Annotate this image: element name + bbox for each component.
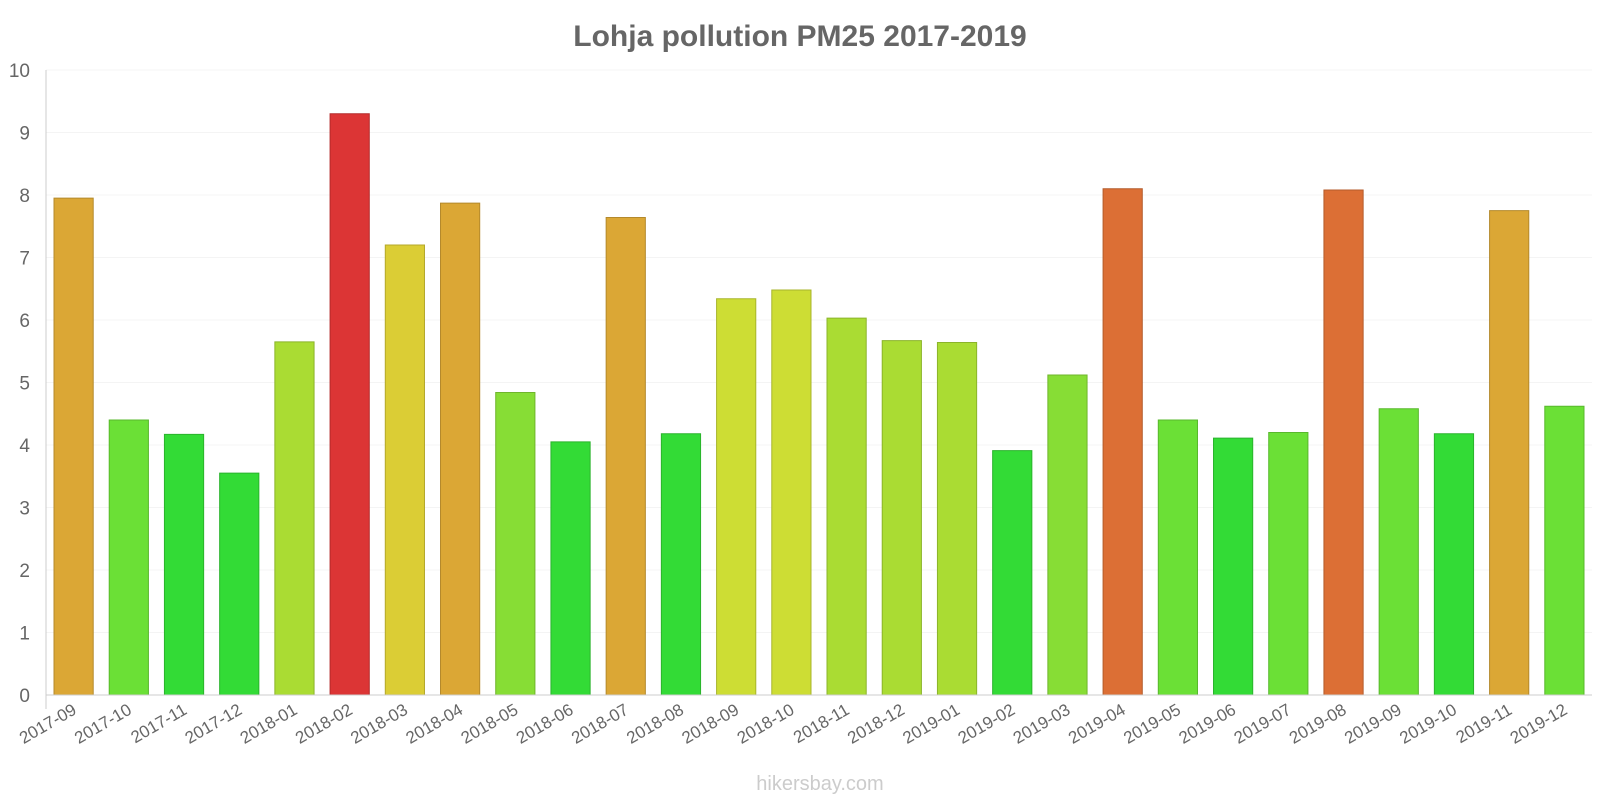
x-tick-label: 2019-05 [1120,700,1184,748]
x-tick-label: 2019-08 [1286,700,1350,748]
x-tick-label: 2019-12 [1507,700,1571,748]
y-tick-label: 4 [19,436,30,457]
bar-2019-12[interactable] [1544,405,1585,696]
x-tick-label: 2018-02 [292,700,356,748]
x-tick-label: 2018-08 [623,700,687,748]
x-tick-label: 2018-04 [403,700,467,748]
bar-2018-11[interactable] [826,317,867,696]
x-tick-label: 2018-09 [679,700,743,748]
y-tick-label: 5 [19,374,30,395]
bar-2017-09[interactable] [53,197,94,696]
bar-2018-07[interactable] [605,217,646,696]
y-tick-label: 1 [19,624,30,645]
chart-title: Lohja pollution PM25 2017-2019 [573,20,1026,53]
bar-2019-11[interactable] [1489,210,1530,696]
y-tick-label: 6 [19,311,30,332]
x-tick-label: 2017-10 [71,700,135,748]
x-tick-label: 2017-12 [182,700,246,748]
x-tick-label: 2018-10 [734,700,798,748]
x-tick-label: 2018-03 [347,700,411,748]
bar-2018-10[interactable] [771,289,812,696]
bar-2018-01[interactable] [274,341,315,696]
bar-2019-08[interactable] [1323,189,1364,696]
bar-2018-06[interactable] [550,441,591,696]
bar-2018-08[interactable] [660,433,702,696]
y-tick-label: 2 [19,561,30,582]
bar-2019-10[interactable] [1433,433,1475,696]
bar-2019-03[interactable] [1047,374,1088,696]
bar-2017-10[interactable] [108,419,149,696]
x-tick-label: 2019-09 [1341,700,1405,748]
x-tick-label: 2019-04 [1065,700,1129,748]
watermark: hikersbay.com [756,773,883,795]
axes [45,70,1592,709]
bar-2018-09[interactable] [716,298,757,696]
bars [53,113,1585,696]
x-tick-label: 2018-12 [844,700,908,748]
y-axis-ticks: 0 1 2 3 4 5 6 7 8 9 10 [9,61,31,707]
x-tick-label: 2019-10 [1396,700,1460,748]
x-axis-ticks: 2017-092017-102017-112017-122018-012018-… [16,700,1570,748]
y-tick-label: 8 [19,186,30,207]
bar-2019-01[interactable] [936,342,978,696]
bar-2018-04[interactable] [440,202,481,696]
bar-2019-02[interactable] [992,450,1033,696]
x-tick-label: 2018-01 [237,700,301,748]
bar-2018-05[interactable] [495,392,536,696]
bar-2018-02[interactable] [329,113,370,696]
bar-2017-12[interactable] [219,472,260,696]
bar-2019-04[interactable] [1102,188,1143,696]
x-tick-label: 2017-11 [128,700,190,747]
y-tick-label: 3 [19,499,30,520]
y-tick-label: 10 [9,61,30,82]
x-tick-label: 2019-11 [1453,700,1515,747]
y-tick-label: 0 [19,686,30,707]
bar-2019-09[interactable] [1378,408,1419,696]
x-tick-label: 2017-09 [16,700,80,748]
x-tick-label: 2018-06 [513,700,577,748]
bar-2018-03[interactable] [384,244,425,696]
bar-2018-12[interactable] [881,340,922,696]
x-tick-label: 2018-05 [458,700,522,748]
bar-2017-11[interactable] [163,433,205,696]
x-tick-label: 2019-01 [900,700,964,748]
bar-2019-07[interactable] [1268,432,1309,696]
y-tick-label: 9 [19,124,30,145]
bar-2019-05[interactable] [1157,419,1198,696]
x-tick-label: 2018-07 [568,700,632,748]
x-tick-label: 2019-03 [1010,700,1074,748]
bar-2019-06[interactable] [1213,437,1254,696]
y-tick-label: 7 [19,249,30,270]
x-tick-label: 2019-07 [1231,700,1295,748]
x-tick-label: 2019-06 [1176,700,1240,748]
x-tick-label: 2018-11 [790,700,852,747]
x-tick-label: 2019-02 [955,700,1019,748]
